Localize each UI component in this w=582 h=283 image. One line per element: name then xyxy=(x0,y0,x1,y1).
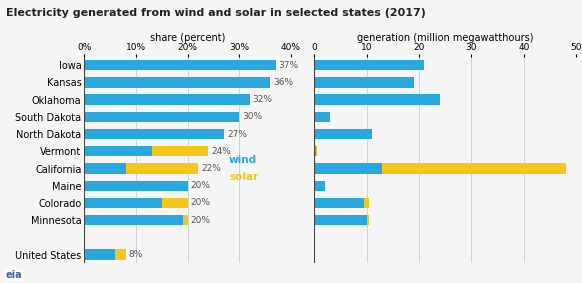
Bar xyxy=(314,215,367,225)
Bar xyxy=(84,95,250,105)
Bar xyxy=(115,249,126,260)
Text: 36%: 36% xyxy=(274,78,293,87)
Text: 20%: 20% xyxy=(191,181,211,190)
Bar xyxy=(84,60,275,70)
Bar xyxy=(316,146,317,156)
Bar xyxy=(382,163,566,174)
Bar xyxy=(162,198,187,208)
Bar xyxy=(84,146,151,156)
Text: solar: solar xyxy=(229,172,258,182)
Bar xyxy=(84,163,126,174)
Text: 30%: 30% xyxy=(243,112,262,121)
Text: 22%: 22% xyxy=(201,164,221,173)
X-axis label: share (percent): share (percent) xyxy=(150,33,225,43)
Bar xyxy=(314,77,414,88)
Bar xyxy=(364,198,369,208)
Text: 20%: 20% xyxy=(191,198,211,207)
Text: 37%: 37% xyxy=(279,61,299,70)
Bar xyxy=(314,198,364,208)
Text: wind: wind xyxy=(229,155,257,165)
Text: 27%: 27% xyxy=(227,130,247,139)
Bar xyxy=(314,129,372,139)
Bar xyxy=(84,112,239,122)
Text: 32%: 32% xyxy=(253,95,273,104)
Text: 8%: 8% xyxy=(129,250,143,259)
Bar xyxy=(84,198,162,208)
Bar xyxy=(183,215,187,225)
Bar xyxy=(84,77,270,88)
Bar xyxy=(314,181,325,191)
Bar xyxy=(314,146,316,156)
Bar xyxy=(84,215,183,225)
Bar xyxy=(367,215,369,225)
Text: 24%: 24% xyxy=(211,147,231,156)
Bar xyxy=(84,129,224,139)
Bar xyxy=(314,112,330,122)
X-axis label: generation (million megawatthours): generation (million megawatthours) xyxy=(357,33,534,43)
Bar xyxy=(84,181,187,191)
Bar xyxy=(84,249,115,260)
Text: eia: eia xyxy=(6,270,23,280)
Text: Electricity generated from wind and solar in selected states (2017): Electricity generated from wind and sola… xyxy=(6,8,425,18)
Bar xyxy=(314,163,382,174)
Text: 20%: 20% xyxy=(191,216,211,225)
Bar xyxy=(314,60,424,70)
Bar xyxy=(314,95,440,105)
Bar xyxy=(151,146,208,156)
Bar xyxy=(126,163,198,174)
